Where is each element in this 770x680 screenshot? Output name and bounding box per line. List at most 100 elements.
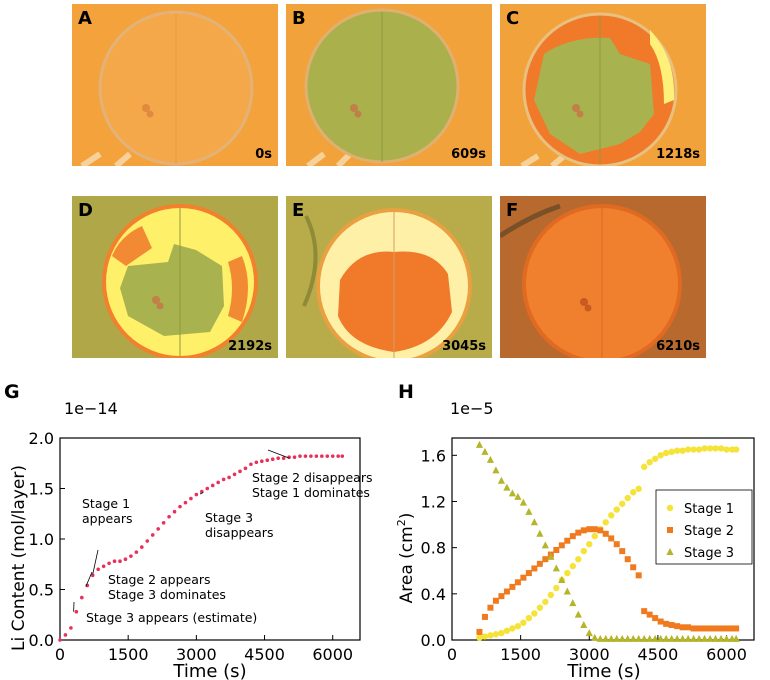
data-point	[210, 483, 215, 488]
data-point	[646, 611, 653, 618]
data-point	[635, 485, 642, 492]
x-tick-label: 0	[447, 645, 457, 664]
data-point	[303, 454, 308, 458]
data-point	[707, 625, 714, 632]
data-point	[189, 496, 193, 501]
x-tick-label: 1500	[500, 645, 541, 664]
data-point	[156, 527, 160, 531]
data-point	[178, 504, 182, 509]
data-point	[635, 634, 643, 642]
data-point	[580, 547, 587, 555]
data-point	[564, 569, 571, 577]
y-tick-label: 0.0	[421, 631, 446, 650]
data-point	[657, 618, 664, 625]
data-point	[624, 494, 631, 502]
data-point	[585, 629, 593, 637]
timestamp: 609s	[451, 147, 486, 162]
data-point	[96, 567, 100, 572]
data-point	[629, 634, 637, 642]
photo-panel-d: D 2192s	[72, 196, 278, 358]
data-point	[607, 634, 615, 642]
timestamp: 6210s	[656, 339, 700, 354]
x-tick-label: 6000	[312, 645, 353, 664]
data-point	[646, 459, 653, 466]
data-point	[140, 545, 144, 549]
data-point	[265, 458, 270, 463]
data-point	[575, 529, 582, 536]
y-tick-label: 0.4	[421, 585, 446, 604]
data-point	[183, 500, 188, 505]
annotation-text: Stage 3 appears (estimate)	[86, 610, 257, 625]
data-point	[663, 620, 670, 627]
disk-image-e	[286, 196, 492, 358]
data-point	[624, 556, 631, 563]
y-tick-label: 0.5	[29, 581, 54, 600]
data-point	[547, 552, 555, 560]
data-point	[167, 514, 171, 519]
y-tick-label: 2.0	[29, 429, 54, 448]
data-point	[107, 561, 111, 566]
panel-label: F	[506, 200, 519, 221]
annotation-text: Stage 1 appears	[82, 496, 133, 526]
data-point	[613, 541, 620, 548]
data-point	[216, 480, 220, 485]
annotation-text: Stage 2 disappears Stage 1 dominates	[252, 470, 372, 500]
photo-panel-b: B 609s	[286, 4, 492, 166]
data-point	[706, 634, 714, 642]
legend-marker	[666, 548, 674, 555]
annotation-text: Stage 3 disappears	[205, 510, 273, 540]
data-point	[476, 628, 483, 635]
photo-panel-c: C 1218s	[500, 4, 706, 166]
data-point	[238, 469, 242, 474]
data-point	[123, 557, 128, 561]
data-point	[624, 634, 632, 642]
data-point	[569, 562, 576, 570]
data-point	[685, 624, 692, 631]
timestamp: 3045s	[442, 339, 486, 354]
data-point	[486, 455, 495, 463]
data-point	[172, 509, 177, 514]
data-point	[129, 554, 133, 558]
photo-panel-f: F 6210s	[500, 196, 706, 358]
data-point	[618, 634, 626, 642]
data-point	[673, 634, 681, 642]
data-point	[657, 452, 664, 459]
x-tick-label: 3000	[569, 645, 610, 664]
photo-panel-e: E 3045s	[286, 196, 492, 358]
annotation-arrow	[199, 492, 204, 495]
y-tick-label: 0.8	[421, 539, 446, 558]
chart-exponent-label: 1e−14	[64, 399, 118, 418]
annotation-text: Stage 2 appears Stage 3 dominates	[108, 572, 226, 602]
legend-label: Stage 3	[684, 546, 734, 561]
data-point	[651, 634, 659, 642]
data-point	[536, 529, 544, 537]
data-point	[552, 564, 560, 572]
data-point	[597, 527, 604, 534]
data-point	[249, 462, 253, 467]
annotation-arrow	[85, 571, 93, 587]
data-point	[701, 625, 708, 632]
data-point	[602, 530, 609, 537]
data-point	[525, 570, 532, 577]
annotation-arrow	[267, 449, 290, 459]
data-point	[487, 632, 494, 639]
data-point	[221, 477, 226, 482]
data-point	[481, 447, 489, 455]
data-point	[580, 620, 588, 628]
x-tick-label: 6000	[706, 645, 747, 664]
data-point	[679, 634, 687, 642]
data-point	[514, 622, 522, 630]
data-point	[690, 634, 698, 642]
data-point	[260, 459, 264, 464]
timestamp: 1218s	[656, 147, 700, 162]
data-point	[712, 625, 719, 632]
data-point	[514, 492, 522, 500]
data-point	[668, 634, 676, 642]
data-point	[487, 604, 494, 611]
data-point	[227, 475, 231, 480]
data-point	[340, 454, 345, 458]
panel-label: C	[506, 8, 520, 29]
data-point	[547, 591, 555, 599]
data-point	[101, 564, 106, 569]
data-point	[254, 460, 259, 465]
